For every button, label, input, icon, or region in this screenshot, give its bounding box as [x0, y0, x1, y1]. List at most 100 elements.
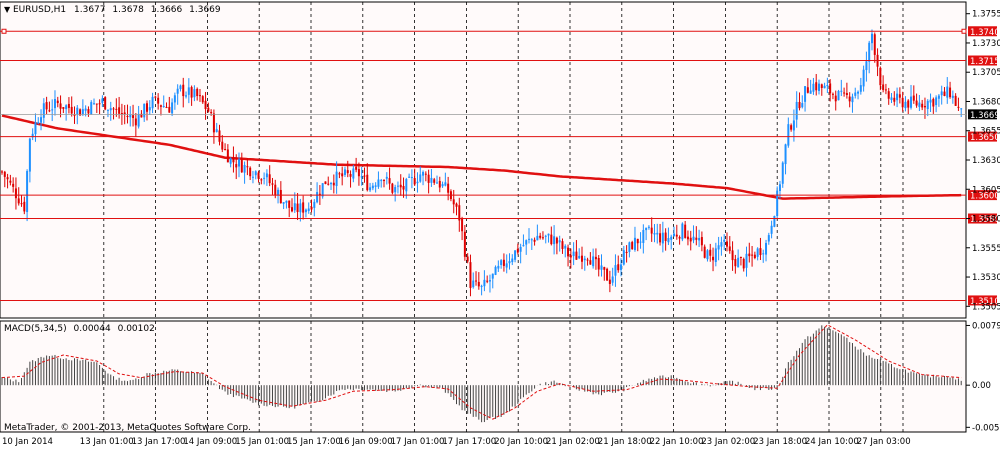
candle-body — [603, 267, 606, 270]
candle — [583, 255, 586, 271]
candle-body — [190, 87, 193, 98]
candle-body — [737, 257, 740, 268]
candle-body — [288, 200, 291, 208]
candle-body — [137, 113, 140, 127]
candle-body — [692, 236, 695, 241]
level-handle-right[interactable] — [961, 28, 967, 34]
candle — [235, 154, 238, 180]
candle — [452, 189, 455, 214]
candle-body — [943, 91, 946, 96]
candle — [843, 87, 846, 97]
macd-signal-line — [1, 324, 962, 420]
candle-body — [413, 178, 416, 185]
level-price-label: 1.3580 — [970, 215, 1000, 225]
candle-body — [76, 107, 79, 115]
candle — [226, 144, 229, 163]
candle — [271, 177, 274, 195]
candle — [369, 182, 372, 193]
candle — [215, 122, 218, 133]
candle-body — [778, 184, 781, 191]
candle — [472, 272, 475, 289]
candle — [263, 172, 266, 185]
candle-body — [725, 241, 728, 247]
candle-body — [355, 166, 358, 170]
candle — [522, 234, 525, 247]
candle-body — [185, 95, 188, 97]
candle — [229, 157, 232, 168]
candle — [555, 236, 558, 255]
candle-body — [659, 233, 662, 243]
candle-body — [756, 248, 759, 257]
candle-body — [622, 250, 625, 265]
candle-body — [371, 185, 374, 189]
candle-body — [528, 238, 531, 240]
candle-body — [541, 237, 544, 239]
x-tick-label: 15 Jan 17:00 — [287, 437, 341, 447]
candle — [753, 251, 756, 260]
candle-body — [957, 106, 960, 108]
candle — [569, 248, 572, 269]
candle-body — [580, 255, 583, 262]
candle — [296, 192, 299, 221]
level-handle-left[interactable] — [1, 28, 7, 34]
candle-body — [383, 180, 386, 182]
candle — [330, 181, 333, 191]
candle — [1, 170, 3, 175]
candle — [257, 170, 260, 183]
candle — [346, 160, 349, 178]
candle — [268, 165, 271, 187]
candle — [767, 232, 770, 245]
candle — [65, 104, 68, 121]
price-level-1.3510[interactable]: 1.3510 — [0, 295, 1000, 307]
candle — [143, 103, 146, 122]
candle — [424, 171, 427, 182]
candle — [81, 99, 84, 117]
price-level-1.3740[interactable]: 1.3740 — [0, 26, 1000, 38]
candle — [712, 247, 715, 272]
candle — [98, 99, 101, 115]
price-level-1.3580[interactable]: 1.3580 — [0, 213, 1000, 226]
price-level-1.3650[interactable]: 1.3650 — [0, 131, 1000, 144]
level-price-label: 1.3740 — [970, 28, 1000, 38]
candle-body — [173, 95, 176, 103]
candle-body — [263, 177, 266, 179]
y-tick-label: 1.3705 — [972, 68, 1000, 78]
candle — [279, 181, 282, 204]
level-lines-layer[interactable]: 1.3740 1.3715 1.3650 1.3600 1.3580 1.3510 1.36… — [0, 26, 1000, 307]
candle — [324, 181, 327, 185]
candle — [254, 170, 257, 180]
candle — [488, 274, 491, 293]
candle — [533, 237, 536, 246]
candle — [182, 77, 185, 108]
candle — [265, 169, 268, 186]
candle-body — [633, 237, 636, 251]
candle-body — [636, 238, 639, 244]
candle — [723, 234, 726, 251]
candle — [129, 106, 132, 127]
price-level-1.3715[interactable]: 1.3715 — [0, 55, 1000, 67]
candle — [185, 91, 188, 99]
candle-body — [575, 251, 578, 260]
candle — [589, 252, 592, 265]
symbol-menu-icon[interactable]: ▼ — [4, 5, 11, 14]
candle-body — [388, 178, 391, 184]
price-level-1.3600[interactable]: 1.3600 — [0, 190, 1000, 202]
candle — [709, 243, 712, 262]
candle — [653, 224, 656, 243]
candle — [896, 87, 899, 108]
candle — [502, 253, 505, 272]
candle — [578, 248, 581, 260]
candle — [134, 113, 137, 137]
candle-body — [106, 109, 109, 111]
candle-body — [831, 93, 834, 95]
candle — [500, 259, 503, 269]
candle — [645, 227, 648, 241]
candle — [20, 195, 23, 207]
candle-body — [954, 95, 957, 106]
candle-body — [134, 118, 137, 126]
y-tick-label: 1.3605 — [972, 185, 1000, 195]
candle — [561, 238, 564, 254]
candle-body — [491, 273, 494, 279]
